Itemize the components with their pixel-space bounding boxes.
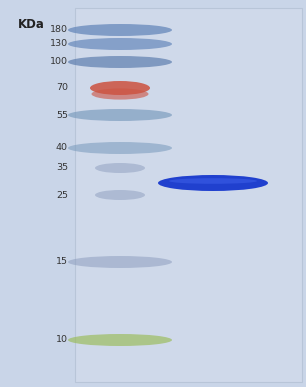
Ellipse shape (68, 109, 172, 121)
Ellipse shape (95, 190, 145, 200)
Text: 100: 100 (50, 58, 68, 67)
Ellipse shape (68, 142, 172, 154)
Ellipse shape (68, 334, 172, 346)
Ellipse shape (68, 24, 172, 36)
Ellipse shape (68, 38, 172, 50)
Ellipse shape (68, 56, 172, 68)
Ellipse shape (169, 178, 257, 184)
Text: 35: 35 (56, 163, 68, 173)
FancyBboxPatch shape (75, 8, 302, 382)
Ellipse shape (91, 88, 148, 99)
Text: 15: 15 (56, 257, 68, 267)
Text: 55: 55 (56, 111, 68, 120)
Text: 130: 130 (50, 39, 68, 48)
Ellipse shape (68, 256, 172, 268)
Text: 25: 25 (56, 190, 68, 200)
Ellipse shape (90, 81, 150, 95)
Ellipse shape (95, 163, 145, 173)
Text: KDa: KDa (18, 18, 45, 31)
Text: 10: 10 (56, 336, 68, 344)
Ellipse shape (158, 175, 268, 191)
Text: 40: 40 (56, 144, 68, 152)
Text: 70: 70 (56, 84, 68, 92)
Text: 180: 180 (50, 26, 68, 34)
